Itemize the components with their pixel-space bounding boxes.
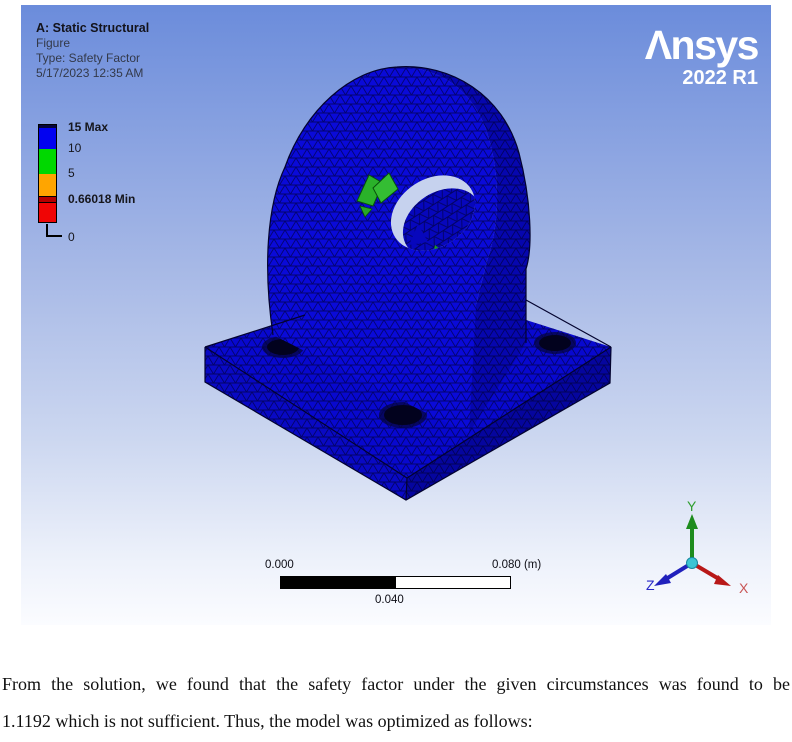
bracket-3d-model: Y Z X [204, 66, 749, 596]
scale-bar: 0.000 0.080 (m) 0.040 [259, 555, 569, 610]
analysis-title: A: Static Structural [36, 21, 150, 35]
triad-origin-sphere [686, 557, 698, 569]
x-axis-arrow [714, 575, 731, 586]
legend-color-bar [38, 124, 57, 223]
legend-seg-red [39, 203, 56, 222]
result-type: Type: Safety Factor [36, 51, 141, 65]
report-paragraph: From the solution, we found that the saf… [2, 666, 790, 740]
y-axis-label: Y [687, 498, 697, 514]
legend-seg-blue [39, 128, 56, 149]
scale-min-label: 0.000 [265, 559, 294, 571]
scale-mid-label: 0.040 [375, 594, 404, 606]
legend-tick-5: 5 [68, 166, 75, 180]
result-timestamp: 5/17/2023 12:35 AM [36, 66, 144, 80]
lug-front-face [267, 67, 498, 433]
ansys-logo: Λnsys 2022 R1 [644, 22, 760, 89]
legend-max-label: 15 Max [68, 120, 109, 134]
ansys-brand-text: Λnsys [644, 22, 760, 68]
base-hole [534, 332, 576, 354]
ansys-figure-viewport: Y Z X A: Static Structural Figure Type: … [21, 5, 771, 625]
legend-tick-0: 0 [68, 230, 75, 244]
lug-side-face [397, 66, 531, 434]
result-annotation: A: Static Structural Figure Type: Safety… [36, 21, 149, 81]
base-hole [379, 402, 427, 428]
legend-zero-hook [46, 224, 62, 237]
low-safety-zone-rim [356, 172, 399, 218]
legend-tick-10: 10 [68, 141, 82, 155]
base-side-faces [205, 347, 611, 500]
ansys-version: 2022 R1 [682, 67, 758, 89]
scale-bar-black-half [281, 577, 396, 588]
z-axis-label: Z [646, 577, 655, 593]
legend-seg-orange [39, 174, 56, 196]
legend-seg-cap [39, 125, 56, 128]
scale-max-label: 0.080 (m) [492, 559, 542, 571]
legend-seg-green [39, 149, 56, 174]
caption-line-2: 1.1192 which is not sufficient. Thus, th… [2, 711, 533, 731]
caption-line-1: From the solution, we found that the saf… [2, 674, 790, 694]
legend-seg-darkred [39, 196, 56, 203]
legend-min-label: 0.66018 Min [68, 192, 136, 206]
x-axis-label: X [739, 580, 749, 596]
y-axis-arrow [686, 514, 698, 529]
z-axis-arrow [654, 574, 671, 586]
model-edges [204, 66, 612, 501]
scale-bar-ruler [280, 576, 511, 589]
triad: Y Z X [646, 498, 749, 596]
figure-label: Figure [36, 36, 71, 50]
